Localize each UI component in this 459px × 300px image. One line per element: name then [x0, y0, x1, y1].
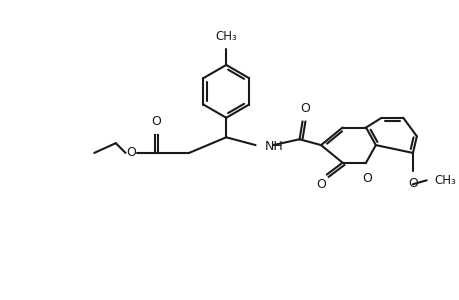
- Text: O: O: [300, 102, 310, 115]
- Text: CH₃: CH₃: [434, 174, 455, 187]
- Text: O: O: [151, 116, 161, 128]
- Text: CH₃: CH₃: [215, 30, 236, 44]
- Text: O: O: [126, 146, 136, 159]
- Text: NH: NH: [264, 140, 282, 153]
- Text: O: O: [315, 178, 325, 191]
- Text: O: O: [407, 177, 417, 190]
- Text: O: O: [361, 172, 371, 184]
